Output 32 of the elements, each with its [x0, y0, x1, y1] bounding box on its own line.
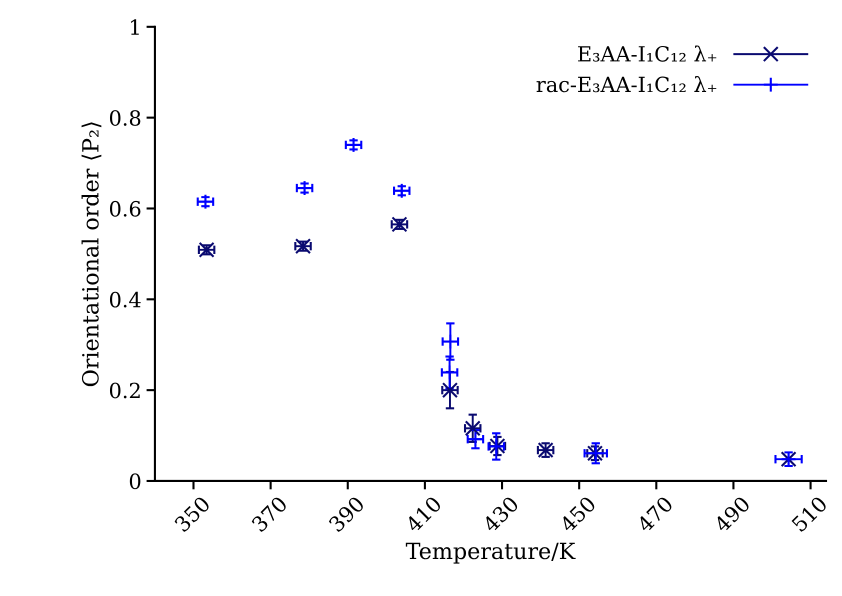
x-tick-label: 450 — [558, 495, 597, 534]
point — [296, 180, 313, 196]
y-tick-label: 0.2 — [110, 382, 140, 398]
y-tick-label: 0.6 — [110, 200, 140, 217]
point — [295, 238, 312, 254]
x-tick-label: 390 — [328, 495, 366, 533]
legend-label: E₃AA-I₁C₁₂ λ₊ — [578, 45, 716, 62]
point — [197, 194, 214, 210]
point — [394, 182, 410, 199]
x-tick-label: 510 — [790, 495, 828, 532]
point — [538, 442, 554, 458]
point — [442, 382, 458, 398]
x-tick-label: 490 — [712, 495, 751, 534]
x-axis-title: Temperature/K — [406, 542, 576, 564]
y-tick-label: 1 — [131, 19, 139, 35]
point — [346, 136, 362, 153]
x-tick-label: 430 — [482, 495, 520, 534]
x-tick-label: 350 — [174, 495, 211, 533]
legend-label: rac-E₃AA-I₁C₁₂ λ₊ — [536, 76, 716, 92]
point — [442, 334, 458, 350]
x-tick-label: 470 — [636, 495, 674, 534]
point — [467, 431, 484, 448]
point — [391, 216, 408, 232]
point — [464, 420, 481, 436]
y-tick-label: 0.8 — [110, 110, 140, 126]
y-axis-title: Orientational order ⟨P₂⟩ — [82, 122, 102, 386]
x-tick-label: 370 — [250, 495, 288, 533]
y-tick-label: 0 — [130, 473, 140, 490]
y-tick-label: 0.4 — [110, 292, 141, 308]
point — [442, 364, 458, 380]
x-tick-label: 410 — [404, 495, 442, 534]
point — [198, 242, 215, 258]
